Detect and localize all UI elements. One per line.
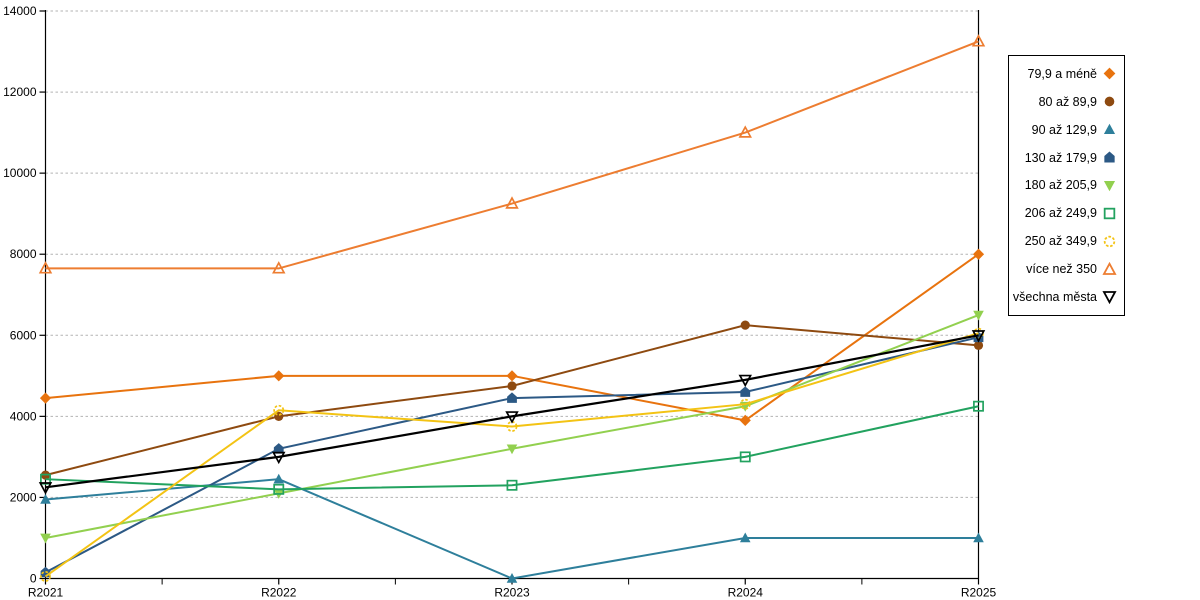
data-point-marker (738, 125, 752, 138)
data-point-marker (506, 573, 518, 583)
legend-item-label: všechna města (1012, 289, 1097, 304)
series-line (45, 40, 979, 270)
legend-marker-pentagon-icon (1104, 151, 1115, 163)
series-206-az-249-9 (40, 400, 984, 495)
legend-marker-glyph (1103, 207, 1116, 220)
legend-item-label: 250 až 349,9 (1024, 234, 1097, 249)
legend-marker-glyph (1102, 261, 1117, 275)
legend-marker-circle-icon (1104, 96, 1115, 107)
data-point-marker (505, 196, 519, 209)
series-line (45, 334, 979, 489)
data-point-marker (972, 248, 985, 260)
series-250-az-349-9 (40, 327, 984, 582)
data-point-marker (739, 451, 751, 463)
y-tick-label: 2000 (10, 490, 37, 504)
data-point-marker (740, 320, 750, 330)
data-point-marker (971, 330, 986, 343)
legend-marker-triangle-down-icon (1103, 180, 1116, 192)
data-point-marker (273, 370, 285, 382)
y-tick-label: 4000 (10, 409, 37, 423)
legend-item-80-az-89-9: 80 až 89,9 (1009, 89, 1124, 115)
data-point-marker (739, 414, 751, 427)
y-tick-label: 10000 (3, 166, 37, 180)
data-point-marker (506, 479, 518, 491)
data-point-marker (273, 404, 285, 416)
data-point-marker (273, 473, 285, 484)
legend-marker-glyph (1103, 235, 1116, 247)
data-point-marker (506, 444, 518, 455)
data-point-marker (973, 340, 984, 351)
data-point-marker (39, 392, 52, 404)
data-point-marker (38, 261, 53, 274)
legend-marker-diamond-icon (1103, 68, 1116, 80)
data-point-marker (506, 421, 518, 432)
legend-marker-glyph (1103, 123, 1116, 135)
legend-item-vice-nez-350: více než 350 (1009, 256, 1124, 282)
legend-marker-glyph (1102, 291, 1117, 305)
y-tick-label: 8000 (10, 247, 37, 261)
series-vice-nez-350 (38, 34, 986, 274)
data-point-marker (38, 482, 53, 495)
data-point-marker (507, 392, 517, 403)
data-point-marker (973, 400, 984, 412)
data-point-marker (506, 370, 518, 382)
legend-marker-glyph (1103, 68, 1116, 80)
legend-item-label: 79,9 a méně (1027, 66, 1098, 81)
data-point-marker (273, 483, 285, 495)
legend-marker-circle-icon (1103, 235, 1116, 247)
legend: 79,9 a méně 80 až 89,9 90 až 129,9 130 až 1… (1008, 55, 1125, 316)
data-point-marker (507, 381, 517, 391)
x-tick-label: R2023 (494, 586, 530, 600)
legend-item-250-az-349-9: 250 až 349,9 (1009, 228, 1124, 254)
x-tick-label: R2024 (728, 586, 764, 600)
legend-item-label: 80 až 89,9 (1038, 94, 1097, 109)
legend-item-label: 206 až 249,9 (1024, 206, 1097, 221)
data-point-marker (973, 310, 984, 321)
series-130-az-179-9 (40, 331, 984, 578)
legend-marker-glyph (1104, 151, 1115, 163)
y-tick-label: 12000 (3, 85, 37, 99)
legend-item-label: 130 až 179,9 (1024, 150, 1097, 165)
legend-item-label: 180 až 205,9 (1024, 178, 1097, 193)
data-point-marker (40, 571, 51, 582)
y-tick-label: 6000 (10, 328, 37, 342)
x-tick-label: R2022 (261, 586, 297, 600)
legend-item-vsechna-mesta: všechna města (1009, 284, 1124, 310)
data-point-marker (40, 533, 51, 544)
legend-item-206-az-249-9: 206 až 249,9 (1009, 200, 1124, 226)
legend-marker-triangle-up-icon (1102, 261, 1117, 275)
legend-item-180-az-205-9: 180 až 205,9 (1009, 172, 1124, 198)
series-line (45, 478, 979, 580)
legend-item-label: 90 až 129,9 (1031, 122, 1097, 137)
data-point-marker (739, 532, 751, 543)
data-point-marker (739, 398, 751, 410)
series-line (45, 405, 979, 491)
y-tick-label: 0 (30, 572, 37, 586)
data-point-marker (740, 386, 751, 397)
legend-marker-triangle-down-icon (1102, 291, 1117, 305)
data-point-marker (971, 34, 986, 47)
data-point-marker (273, 443, 284, 454)
legend-marker-glyph (1103, 180, 1116, 192)
legend-item-label: více než 350 (1026, 262, 1097, 277)
data-point-marker (272, 451, 286, 465)
data-point-marker (973, 532, 984, 543)
x-tick-label: R2021 (28, 586, 64, 600)
legend-marker-triangle-up-icon (1103, 123, 1116, 135)
legend-item-130-az-179-9: 130 až 179,9 (1009, 145, 1124, 171)
legend-item-79-9-a-mene: 79,9 a méně (1009, 61, 1124, 87)
y-tick-label: 14000 (3, 4, 37, 18)
series-vsechna-mesta (38, 330, 986, 495)
data-point-marker (272, 261, 286, 274)
x-tick-label: R2025 (961, 586, 997, 600)
series-line (44, 332, 979, 578)
data-point-marker (738, 374, 752, 388)
data-point-marker (505, 411, 519, 424)
legend-item-90-az-129-9: 90 až 129,9 (1009, 117, 1124, 143)
legend-marker-square-icon (1103, 207, 1116, 220)
legend-marker-glyph (1104, 96, 1115, 107)
data-point-marker (40, 493, 51, 504)
